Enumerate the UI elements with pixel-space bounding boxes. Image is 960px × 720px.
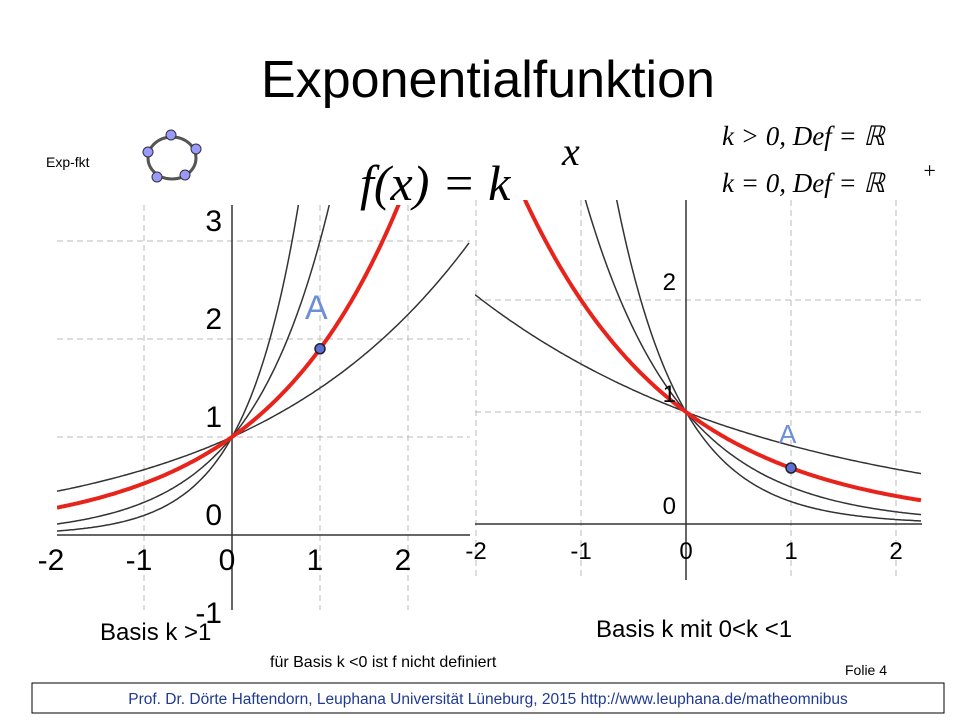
y-tick-label: 3 (205, 205, 222, 238)
condition: k > 0, Def = ℝ (722, 121, 886, 151)
x-tick-label: 0 (679, 538, 692, 565)
y-tick-label: 1 (205, 401, 222, 434)
function-curve (475, 294, 922, 475)
x-tick-label: 1 (784, 538, 797, 565)
function-curve (57, 242, 470, 492)
x-tick-label: -1 (570, 538, 591, 565)
function-curve (57, 205, 331, 525)
graph-left: A -2 -1 0 1 2 -1 0 1 2 3 (38, 205, 470, 630)
function-curve (57, 205, 401, 510)
y-tick-label: 0 (205, 499, 222, 532)
icon-label: Exp-fkt (46, 154, 90, 170)
x-tick-label: 0 (219, 544, 236, 577)
formula-exponent: x (561, 129, 580, 174)
folio: Folie 4 (845, 662, 887, 678)
function-curve (57, 205, 300, 532)
point-label: A (779, 419, 797, 449)
y-tick-label: 2 (205, 303, 222, 336)
x-tick-label: -2 (38, 544, 65, 577)
condition-sup: + (922, 158, 937, 183)
point (314, 343, 326, 355)
note: für Basis k <0 ist f nicht definiert (270, 654, 497, 671)
condition: k = 0, Def = ℝ (722, 168, 886, 198)
formula: f(x) = k (360, 155, 511, 211)
x-tick-label: 2 (395, 544, 412, 577)
function-curve (522, 200, 922, 503)
point (785, 462, 797, 474)
x-tick-label: -2 (465, 538, 486, 565)
caption: Basis k mit 0<k <1 (596, 616, 792, 643)
x-tick-label: 2 (889, 538, 902, 565)
y-tick-label: -1 (195, 597, 222, 630)
x-tick-label: -1 (126, 544, 153, 577)
y-tick-label: 1 (663, 381, 676, 408)
caption: Basis k >1 (100, 619, 211, 646)
geogebra-icon (142, 129, 202, 183)
function-curve (584, 200, 922, 516)
point-label: A (305, 289, 328, 327)
footer-box (31, 682, 945, 714)
title: Exponentialfunktion (261, 51, 715, 109)
y-tick-label: 0 (663, 493, 676, 520)
graph-right: A -2 -1 0 1 2 0 1 2 (465, 200, 922, 580)
x-tick-label: 1 (307, 544, 324, 577)
footer: Prof. Dr. Dörte Haftendorn, Leuphana Uni… (128, 691, 848, 708)
y-tick-label: 2 (663, 269, 676, 296)
function-curve (615, 200, 921, 522)
